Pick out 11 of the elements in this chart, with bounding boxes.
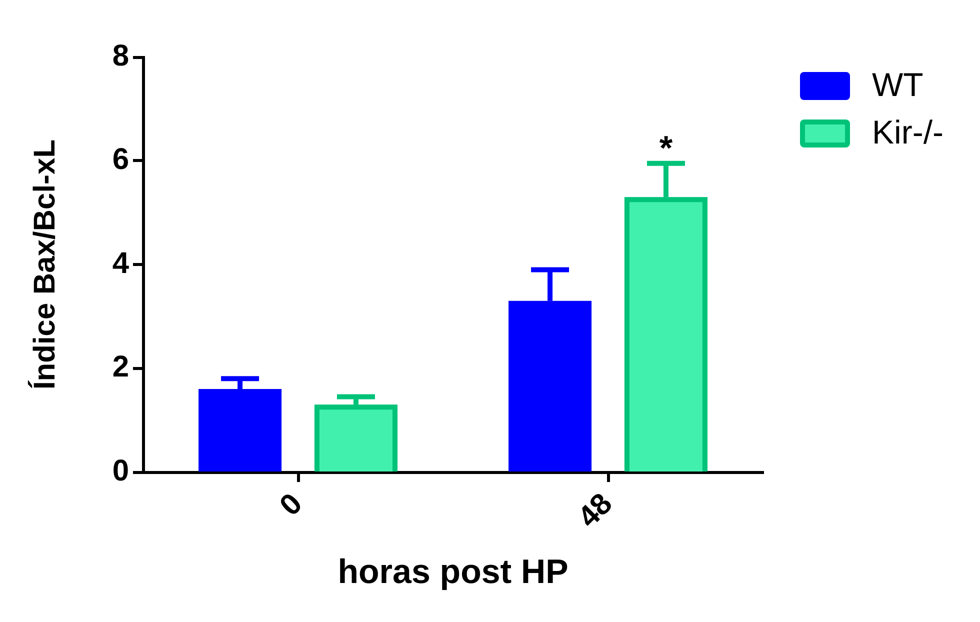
y-tick-label: 4 <box>112 246 130 280</box>
x-tick-label: 48 <box>572 487 619 534</box>
y-axis-title: Índice Bax/Bcl-xL <box>27 139 62 390</box>
legend-label: WT <box>872 66 924 104</box>
y-tick-label: 8 <box>112 39 129 72</box>
x-axis-title: horas post HP <box>338 552 568 591</box>
annotation: * <box>659 129 674 168</box>
y-tick-label: 2 <box>112 350 129 384</box>
y-tick-label: 0 <box>112 454 129 488</box>
y-tick-label: 6 <box>112 143 129 176</box>
legend-label: Kir-/- <box>872 114 944 151</box>
